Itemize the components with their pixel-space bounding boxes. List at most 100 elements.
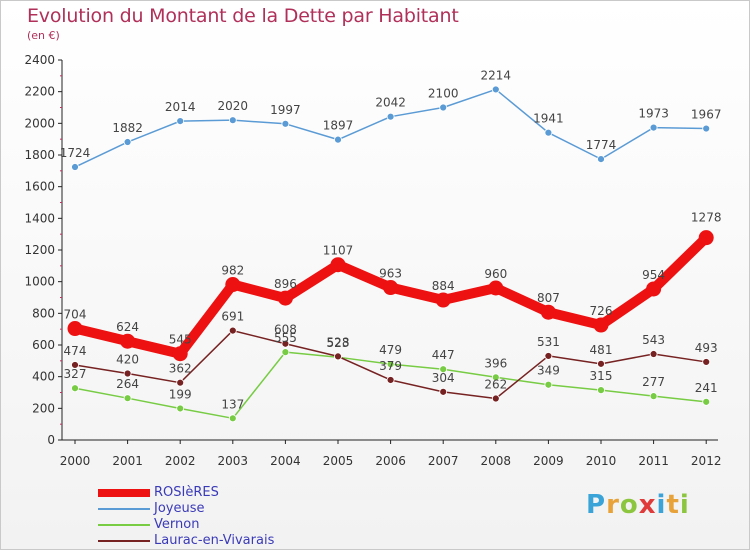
proxiti-logo: Proxiti [586, 490, 690, 520]
x-tick-label: 2006 [375, 454, 406, 468]
data-point [67, 321, 83, 337]
data-label: 264 [116, 377, 139, 391]
data-label: 379 [379, 359, 402, 373]
x-tick-label: 2007 [428, 454, 459, 468]
data-label: 523 [327, 336, 350, 350]
data-point [597, 386, 605, 395]
data-label: 362 [169, 362, 192, 376]
data-label: 1897 [323, 119, 354, 133]
data-label: 327 [64, 367, 87, 381]
data-point [702, 397, 711, 406]
data-label: 982 [221, 264, 244, 278]
x-tick-label: 2003 [218, 454, 249, 468]
data-label: 262 [484, 378, 507, 392]
y-tick-label: 600 [32, 338, 55, 352]
data-point [281, 119, 290, 128]
data-label: 807 [537, 291, 560, 305]
data-label: 481 [590, 343, 613, 357]
data-point [544, 352, 553, 360]
data-point [120, 333, 136, 349]
x-tick-label: 2012 [691, 454, 722, 468]
data-label: 704 [64, 308, 87, 322]
data-point [334, 352, 342, 361]
data-label: 624 [116, 320, 139, 334]
data-point [439, 387, 448, 396]
x-tick-label: 2004 [270, 454, 301, 468]
data-point [228, 414, 237, 423]
legend-swatch-vernon [98, 524, 150, 526]
data-label: 1997 [270, 103, 301, 117]
data-point [71, 361, 79, 369]
data-point [228, 116, 237, 125]
data-label: 1967 [691, 108, 722, 122]
data-point [544, 380, 553, 389]
data-label: 691 [221, 310, 244, 324]
data-point [176, 378, 185, 387]
data-label: 884 [432, 279, 455, 293]
data-label: 315 [590, 369, 613, 383]
data-label: 896 [274, 277, 297, 291]
data-point [702, 124, 711, 133]
y-tick-label: 1600 [24, 180, 55, 194]
data-label: 241 [695, 381, 718, 395]
legend-label: Vernon [154, 517, 200, 532]
data-point [386, 376, 395, 384]
data-point [225, 277, 241, 293]
data-label: 420 [116, 353, 139, 367]
data-label: 349 [537, 364, 560, 378]
y-tick-label: 1200 [24, 243, 55, 257]
data-point [698, 230, 714, 246]
data-label: 447 [432, 348, 455, 362]
data-point [71, 384, 79, 393]
x-tick-label: 2011 [638, 454, 669, 468]
x-tick-label: 2005 [323, 454, 354, 468]
x-tick-label: 2000 [60, 454, 91, 468]
y-tick-label: 1400 [24, 211, 55, 225]
data-point [544, 128, 553, 137]
data-label: 277 [642, 375, 665, 389]
data-point [597, 359, 605, 368]
x-tick-label: 2009 [533, 454, 564, 468]
y-tick-label: 400 [32, 370, 55, 384]
data-label: 474 [64, 344, 87, 358]
chart-subtitle: (en €) [27, 29, 60, 42]
data-point [123, 138, 132, 146]
y-tick-label: 0 [47, 433, 55, 447]
legend-swatch-laurac [98, 540, 150, 542]
data-point [176, 404, 185, 413]
data-point [172, 346, 188, 362]
x-tick-label: 2010 [586, 454, 617, 468]
data-label: 960 [484, 267, 507, 281]
data-point [123, 394, 132, 403]
data-label: 1278 [691, 211, 722, 225]
data-label: 726 [590, 304, 613, 318]
data-point [386, 360, 395, 369]
data-point [646, 281, 662, 297]
data-label: 493 [695, 341, 718, 355]
data-label: 396 [484, 356, 507, 370]
legend-label: Joyeuse [154, 501, 205, 516]
data-label: 1882 [112, 121, 143, 135]
data-label: 304 [432, 371, 455, 385]
chart-title: Evolution du Montant de la Dette par Hab… [27, 5, 459, 27]
data-point [71, 163, 79, 171]
data-point [228, 326, 237, 335]
y-tick-label: 2000 [24, 116, 55, 130]
data-label: 2014 [165, 100, 196, 114]
data-point [386, 112, 395, 121]
data-label: 137 [221, 397, 244, 411]
legend-label: ROSIèRES [154, 485, 219, 500]
data-point [491, 85, 500, 94]
data-label: 1724 [60, 146, 91, 160]
data-point [649, 123, 658, 132]
data-label: 2020 [218, 99, 249, 113]
data-label: 543 [642, 333, 665, 347]
y-tick-label: 200 [32, 401, 55, 415]
data-label: 1941 [533, 112, 564, 126]
data-point [593, 317, 609, 333]
legend-label: Laurac-en-Vivarais [154, 533, 275, 548]
data-point [334, 135, 342, 144]
data-point [176, 117, 185, 126]
